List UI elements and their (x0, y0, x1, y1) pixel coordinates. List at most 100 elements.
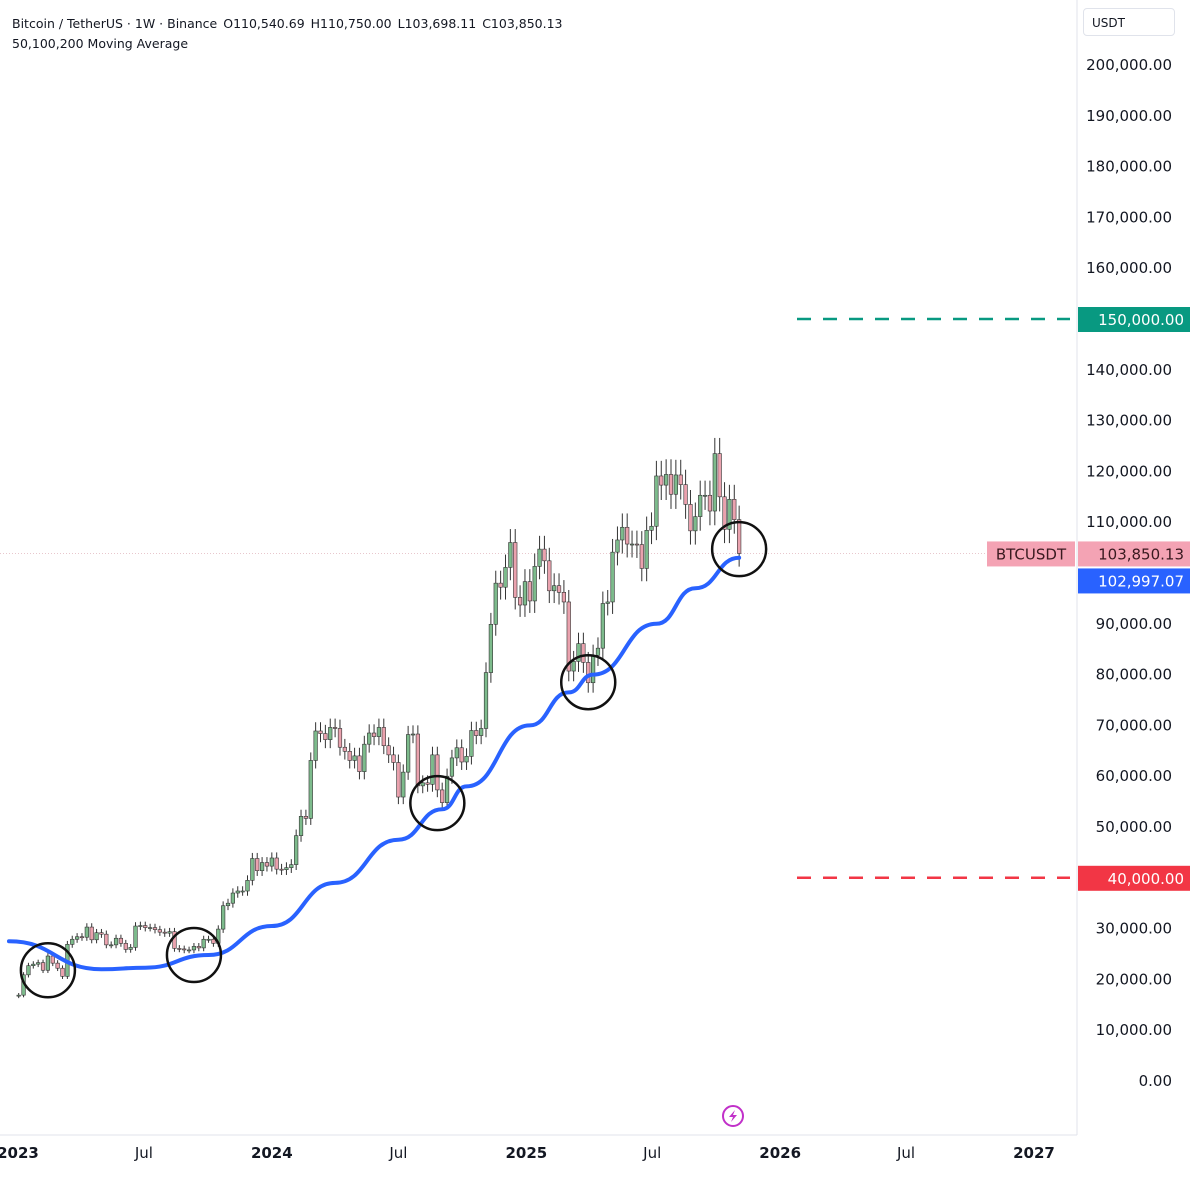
candle (128, 944, 133, 953)
ohlc-low: L103,698.11 (397, 16, 477, 31)
candle (620, 513, 625, 554)
candle (376, 718, 382, 746)
candle-body (532, 566, 537, 602)
touch-circle (409, 774, 466, 832)
candle-body (444, 775, 450, 803)
candle (289, 859, 294, 873)
candle (435, 746, 440, 798)
price-tick-label: 0.00 (1139, 1072, 1172, 1090)
candle-body (737, 519, 742, 554)
candle-body (561, 592, 567, 603)
candle-body (430, 754, 435, 785)
candle-body (211, 938, 216, 944)
candle-body (79, 936, 85, 939)
candle (542, 535, 547, 574)
candle (454, 739, 459, 766)
candle (201, 935, 206, 952)
candle-body (230, 892, 235, 904)
candle (566, 589, 571, 682)
candle (576, 632, 581, 672)
candle (698, 480, 703, 531)
candle (148, 923, 153, 932)
candle-body (250, 858, 255, 881)
candle-body (279, 868, 284, 871)
price-tick-label: 120,000.00 (1086, 462, 1172, 480)
time-tick-label: 2024 (251, 1144, 293, 1162)
candle-body (225, 902, 231, 907)
symbol-title[interactable]: Bitcoin / TetherUS · 1W · Binance (12, 16, 218, 31)
candle-body (323, 733, 328, 740)
candle-body (313, 730, 318, 761)
currency-unit-button[interactable]: USDT (1083, 8, 1175, 36)
price-tags: BTCUSDT 103,850.13 102,997.07 (987, 541, 1190, 594)
candle-body (177, 948, 182, 950)
candle (469, 721, 474, 765)
candle (707, 480, 713, 526)
symbol-tag (987, 541, 1075, 567)
time-axis[interactable]: 2023 Jul 2024 Jul 2025 Jul 2026 Jul 2027 (0, 1144, 1055, 1162)
candle-body (274, 857, 279, 870)
candle (172, 927, 177, 952)
candle-body (449, 757, 455, 777)
candle-body (31, 963, 36, 966)
candle-body (133, 925, 138, 948)
candle-body (488, 624, 493, 673)
candle-body (391, 754, 396, 763)
candle (274, 852, 279, 875)
candle-body (36, 962, 41, 965)
candle-body (620, 526, 625, 541)
level-tag (1078, 307, 1190, 332)
candle-body (191, 946, 197, 951)
time-tick-label: Jul (896, 1144, 915, 1162)
candle-body (469, 730, 474, 757)
candle (75, 933, 80, 943)
candle (367, 724, 372, 753)
candle (337, 719, 343, 756)
candle-body (362, 743, 367, 772)
candle (328, 718, 333, 749)
candle (235, 886, 240, 898)
last-price-label: 103,850.13 (1098, 545, 1184, 563)
candle-body (298, 816, 304, 836)
candle (547, 547, 552, 604)
candle (673, 459, 678, 509)
candle-body (381, 727, 386, 747)
candle (26, 962, 31, 978)
candle-body (16, 994, 21, 997)
candle (245, 875, 250, 896)
candle-body (196, 946, 201, 949)
chart-legend: Bitcoin / TetherUS · 1W · Binance O110,54… (12, 14, 569, 54)
candle-body (722, 496, 727, 530)
candle (269, 852, 274, 872)
candle (45, 952, 51, 974)
candle-body (294, 835, 299, 865)
candle (440, 782, 445, 810)
lightning-icon[interactable] (722, 1105, 744, 1127)
candle (629, 530, 635, 558)
candle-body (318, 730, 323, 734)
price-tick-label: 190,000.00 (1086, 107, 1172, 125)
candle-body (303, 816, 309, 819)
candle (488, 612, 493, 683)
candles (16, 437, 742, 999)
candle-body (162, 931, 167, 934)
candle-body (333, 727, 338, 729)
candle (99, 928, 104, 938)
candle-body (527, 581, 532, 602)
candle-body (707, 494, 713, 512)
candle-body (566, 601, 571, 672)
candle-body (123, 943, 128, 950)
candle (352, 747, 357, 769)
candle-body (595, 647, 601, 656)
candle (60, 965, 65, 979)
candle-body (128, 947, 133, 950)
time-tick-label: Jul (642, 1144, 661, 1162)
price-axis[interactable]: 200,000.00 190,000.00 180,000.00 170,000.00… (1086, 56, 1172, 1090)
candle-body (522, 581, 528, 606)
price-tick-label: 160,000.00 (1086, 259, 1172, 277)
candle (683, 469, 688, 519)
level-tag-label: 40,000.00 (1108, 870, 1184, 888)
candle-body (571, 661, 576, 672)
indicator-title[interactable]: 50,100,200 Moving Average (12, 36, 189, 51)
